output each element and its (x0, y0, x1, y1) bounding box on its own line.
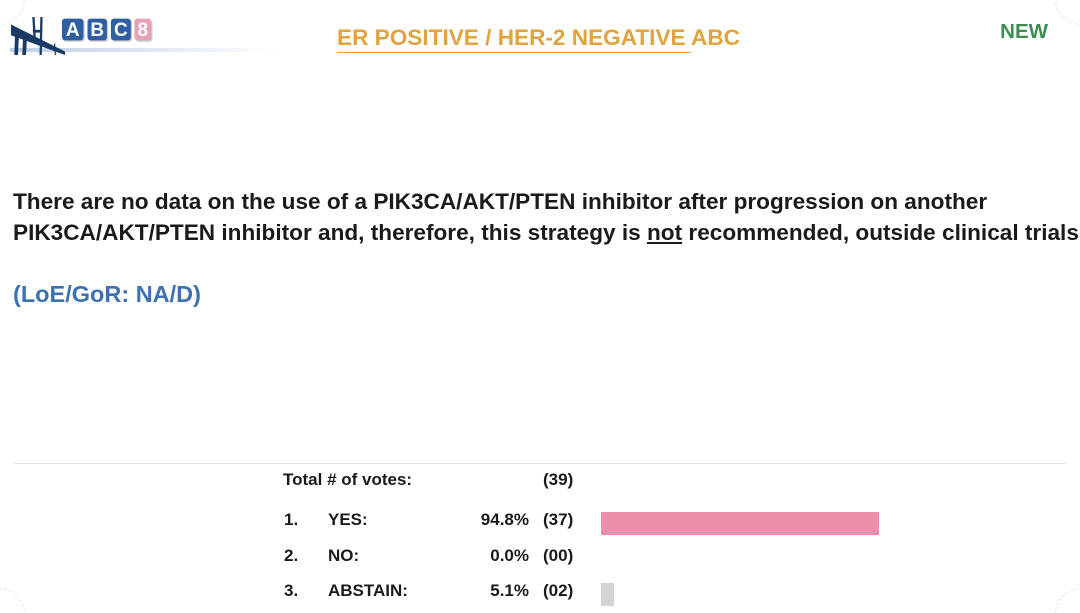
svg-text:C: C (114, 20, 128, 41)
svg-text:B: B (90, 20, 104, 41)
svg-text:8: 8 (138, 20, 149, 41)
svg-text:A: A (66, 20, 80, 41)
